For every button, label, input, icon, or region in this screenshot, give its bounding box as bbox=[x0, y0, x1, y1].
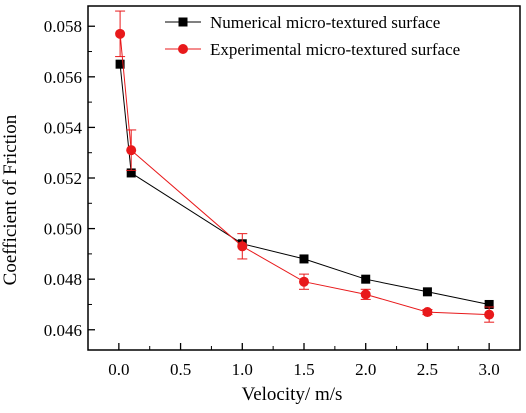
y-tick-label: 0.048 bbox=[44, 270, 82, 289]
data-point bbox=[361, 274, 371, 284]
data-point bbox=[484, 309, 495, 320]
y-tick-label: 0.056 bbox=[44, 68, 82, 87]
y-axis-label: Coefficient of Friction bbox=[0, 114, 21, 285]
series-line bbox=[119, 33, 490, 316]
data-point bbox=[115, 28, 126, 39]
x-axis-label: Velocity/ m/s bbox=[242, 384, 343, 405]
x-tick-label: 0.5 bbox=[170, 360, 191, 379]
series-line bbox=[119, 64, 490, 305]
data-point bbox=[115, 59, 125, 69]
legend-item: Numerical micro-textured surface bbox=[165, 13, 440, 32]
data-point bbox=[126, 145, 137, 156]
y-tick-label: 0.058 bbox=[44, 17, 82, 36]
y-tick-label: 0.050 bbox=[44, 220, 82, 239]
legend-marker bbox=[178, 44, 188, 54]
data-point bbox=[299, 254, 309, 264]
x-tick-label: 3.0 bbox=[479, 360, 500, 379]
y-tick-label: 0.046 bbox=[44, 321, 82, 340]
data-point bbox=[360, 289, 371, 300]
legend-item: Experimental micro-textured surface bbox=[165, 40, 460, 59]
data-point bbox=[422, 287, 432, 297]
data-point bbox=[237, 241, 248, 252]
data-point bbox=[126, 168, 136, 178]
x-tick-label: 2.5 bbox=[417, 360, 438, 379]
y-tick-label: 0.052 bbox=[44, 169, 82, 188]
data-point bbox=[484, 299, 494, 309]
legend-marker bbox=[178, 17, 188, 27]
legend-label: Numerical micro-textured surface bbox=[210, 13, 440, 32]
x-tick-label: 0.0 bbox=[108, 360, 129, 379]
data-point bbox=[422, 307, 433, 318]
x-tick-label: 2.0 bbox=[355, 360, 376, 379]
legend-label: Experimental micro-textured surface bbox=[210, 40, 460, 59]
y-tick-label: 0.054 bbox=[44, 118, 83, 137]
x-tick-label: 1.5 bbox=[293, 360, 314, 379]
x-tick-label: 1.0 bbox=[232, 360, 253, 379]
series-numerical bbox=[115, 59, 494, 309]
series-experimental bbox=[115, 10, 495, 323]
data-point bbox=[299, 276, 309, 287]
